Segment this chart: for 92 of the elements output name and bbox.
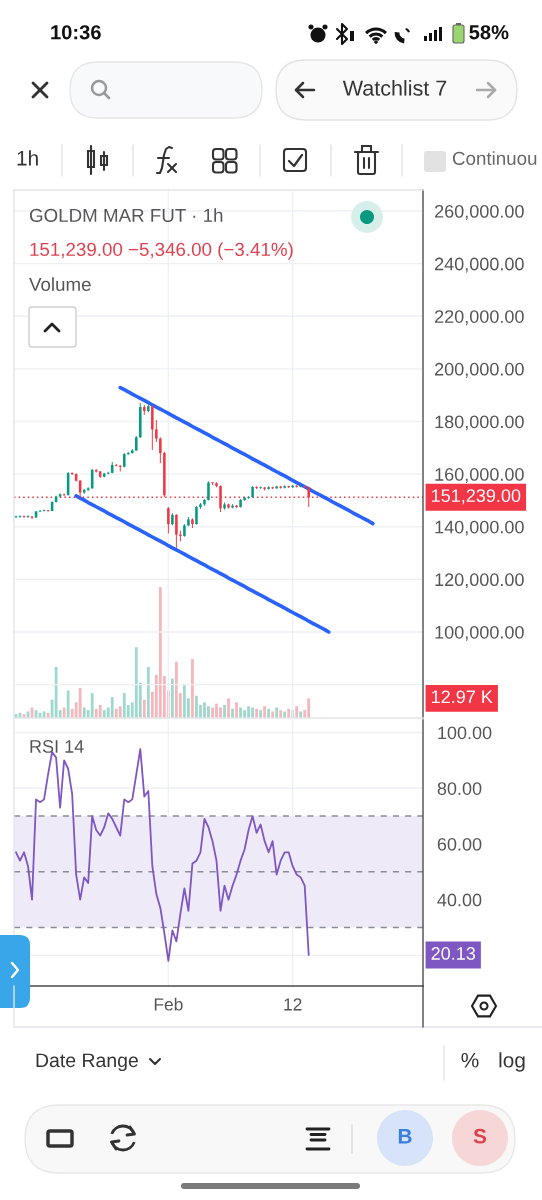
chart-title: Volume xyxy=(29,277,91,292)
y-tick-label: 240,000.00 xyxy=(435,257,524,273)
candlestick xyxy=(195,505,198,526)
text: 12.97 K xyxy=(432,690,493,704)
bar xyxy=(251,707,254,718)
y-tick-label: 220,000.00 xyxy=(435,310,524,326)
text: GOLDM MAR FUT · 1h xyxy=(29,208,223,223)
text: Watchlist 7 xyxy=(342,79,447,96)
y-tick-label: 100,000.00 xyxy=(435,625,524,641)
candlestick xyxy=(179,530,182,542)
candlestick xyxy=(219,484,222,513)
y-tick-label: 160,000.00 xyxy=(435,468,524,483)
text: 1h xyxy=(17,150,38,166)
bar xyxy=(239,707,242,718)
candlestick xyxy=(175,513,178,549)
bar xyxy=(78,687,82,718)
bar xyxy=(243,710,246,718)
candlestick xyxy=(14,515,18,519)
bar xyxy=(279,710,283,718)
y-tick-label: 120,000.00 xyxy=(435,573,524,589)
bar xyxy=(122,693,126,718)
bar xyxy=(295,706,299,718)
bar xyxy=(191,659,194,718)
y-tick-label: 40.00 xyxy=(437,893,482,907)
candlestick xyxy=(159,436,162,464)
bar xyxy=(62,707,66,718)
x-tick-label: Feb xyxy=(154,997,183,1011)
bar xyxy=(134,647,138,718)
text: 20.13 xyxy=(431,947,476,960)
y-tick-label: 80.00 xyxy=(437,782,482,795)
bar xyxy=(174,661,178,718)
bar xyxy=(307,698,311,718)
text: RSI 14 xyxy=(30,740,84,753)
bar xyxy=(183,685,186,718)
line-series xyxy=(118,385,375,526)
bar xyxy=(146,666,150,718)
bar xyxy=(235,702,238,718)
bar xyxy=(247,706,250,718)
bar xyxy=(82,707,86,718)
y-tick-label: 140,000.00 xyxy=(435,520,524,536)
bar xyxy=(142,699,146,718)
bar xyxy=(158,587,162,718)
candlestick xyxy=(46,509,50,513)
bar xyxy=(231,708,234,718)
bar xyxy=(283,711,287,718)
y-tick-label: 180,000.00 xyxy=(435,415,524,431)
bar xyxy=(219,707,222,718)
bar xyxy=(271,711,275,718)
bar xyxy=(94,708,98,718)
text: 151,239.00 −5,346.00 (−3.41%) xyxy=(30,242,293,260)
bar xyxy=(110,697,114,718)
candlestick xyxy=(151,404,154,451)
bar xyxy=(227,698,230,718)
bar xyxy=(211,707,214,718)
bar xyxy=(203,702,206,718)
bar xyxy=(255,708,258,718)
text: 10:36 xyxy=(51,25,101,40)
bar xyxy=(114,708,118,718)
bar xyxy=(299,711,303,718)
bar xyxy=(102,710,106,718)
candlestick xyxy=(167,506,170,534)
y-tick-label: 60.00 xyxy=(437,837,482,851)
bar xyxy=(170,678,174,718)
bar xyxy=(275,707,279,718)
bar xyxy=(267,708,271,718)
text: B xyxy=(398,1129,412,1144)
candlestick xyxy=(259,486,262,490)
x-tick-label: 12 xyxy=(284,998,302,1011)
text: S xyxy=(473,1128,487,1144)
bar xyxy=(215,703,218,718)
bar xyxy=(207,706,210,718)
text: % xyxy=(461,1052,479,1068)
text: Date Range xyxy=(36,1053,138,1072)
text: log xyxy=(499,1052,525,1072)
text: 58% xyxy=(469,25,509,40)
y-tick-label: 200,000.00 xyxy=(435,362,524,378)
bar xyxy=(287,708,291,718)
candlestick xyxy=(155,419,158,443)
bar xyxy=(259,710,263,718)
bar xyxy=(223,704,226,718)
line-series xyxy=(74,494,331,634)
bar xyxy=(195,695,198,718)
bar xyxy=(118,706,122,718)
bar xyxy=(66,690,70,718)
bar xyxy=(54,666,58,718)
bar xyxy=(98,704,102,718)
bar xyxy=(263,706,267,718)
bar xyxy=(90,693,94,718)
y-tick-label: 100.00 xyxy=(438,726,492,740)
y-tick-label: 260,000.00 xyxy=(435,204,524,220)
ref-line-label: 151,239.00 xyxy=(432,489,521,505)
text: Continuou xyxy=(452,151,537,166)
